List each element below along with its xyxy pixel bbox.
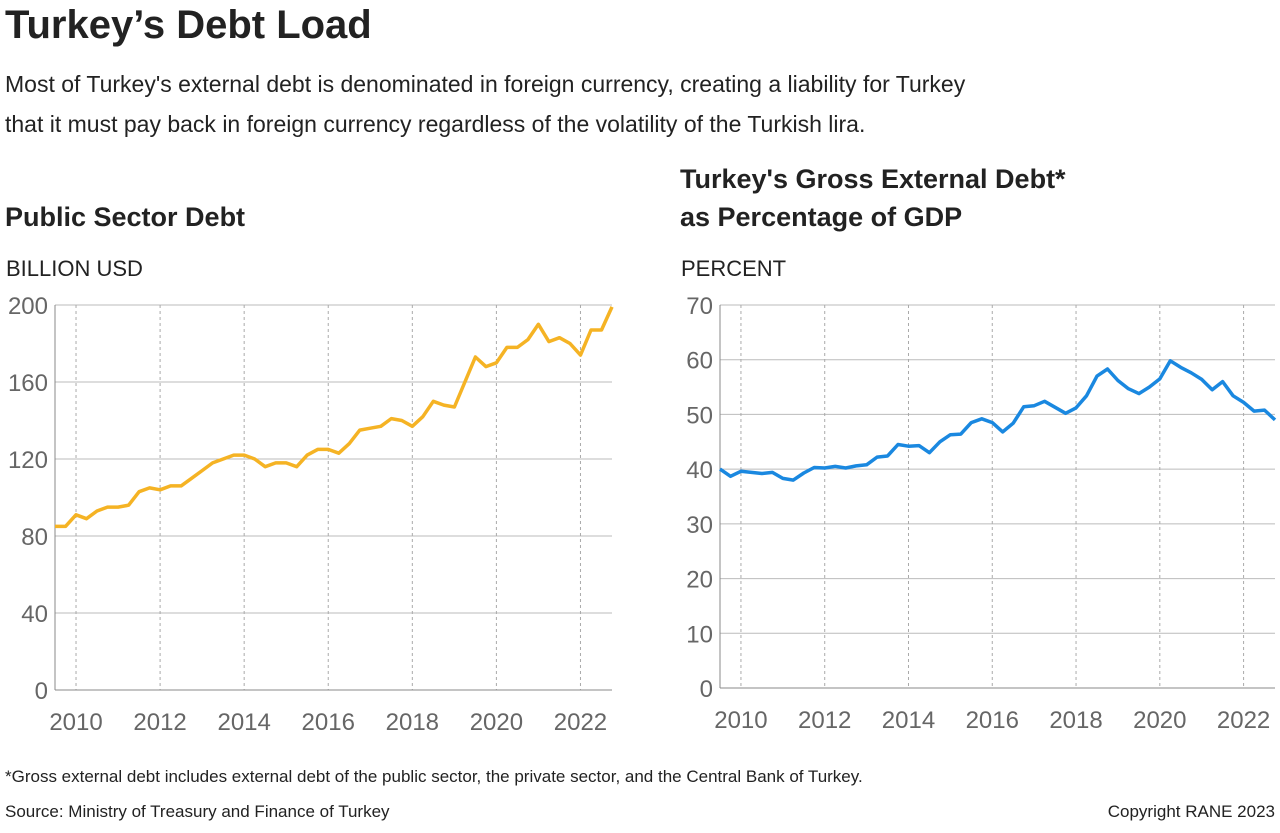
- y-tick-label: 30: [686, 512, 713, 539]
- copyright: Copyright RANE 2023: [1108, 802, 1275, 821]
- page-title: Turkey’s Debt Load: [5, 3, 372, 47]
- x-tick-label: 2010: [49, 709, 102, 736]
- y-tick-label: 80: [21, 524, 48, 551]
- x-tick-label: 2018: [386, 709, 439, 736]
- y-tick-label: 200: [8, 293, 48, 320]
- x-tick-label: 2022: [1217, 707, 1270, 734]
- y-tick-label: 10: [686, 621, 713, 648]
- y-tick-label: 40: [686, 457, 713, 484]
- x-tick-label: 2012: [798, 707, 851, 734]
- x-tick-label: 2016: [966, 707, 1019, 734]
- y-tick-label: 60: [686, 348, 713, 375]
- x-tick-label: 2020: [470, 709, 523, 736]
- x-tick-label: 2018: [1049, 707, 1102, 734]
- subtitle: Most of Turkey's external debt is denomi…: [5, 71, 966, 97]
- y-tick-label: 20: [686, 567, 713, 594]
- x-tick-label: 2014: [217, 709, 270, 736]
- chart-title: Public Sector Debt: [5, 202, 245, 232]
- chart-title: Turkey's Gross External Debt*: [680, 164, 1066, 194]
- data-line: [719, 359, 1277, 482]
- chart-title: as Percentage of GDP: [680, 202, 962, 232]
- y-tick-label: 40: [21, 601, 48, 628]
- y-tick-label: 0: [35, 678, 48, 705]
- x-tick-label: 2020: [1133, 707, 1186, 734]
- y-tick-label: 160: [8, 370, 48, 397]
- source: Source: Ministry of Treasury and Finance…: [5, 802, 390, 821]
- y-tick-label: 70: [686, 293, 713, 320]
- y-tick-label: 0: [700, 676, 713, 703]
- y-tick-label: 50: [686, 402, 713, 429]
- footnote: *Gross external debt includes external d…: [5, 767, 863, 786]
- y-tick-label: 120: [8, 447, 48, 474]
- y-axis-label: BILLION USD: [6, 256, 143, 281]
- x-tick-label: 2012: [133, 709, 186, 736]
- x-tick-label: 2010: [714, 707, 767, 734]
- y-axis-label: PERCENT: [681, 256, 786, 281]
- x-tick-label: 2014: [882, 707, 935, 734]
- x-tick-label: 2016: [302, 709, 355, 736]
- data-line: [55, 306, 614, 529]
- x-tick-label: 2022: [554, 709, 607, 736]
- subtitle: that it must pay back in foreign currenc…: [5, 111, 865, 137]
